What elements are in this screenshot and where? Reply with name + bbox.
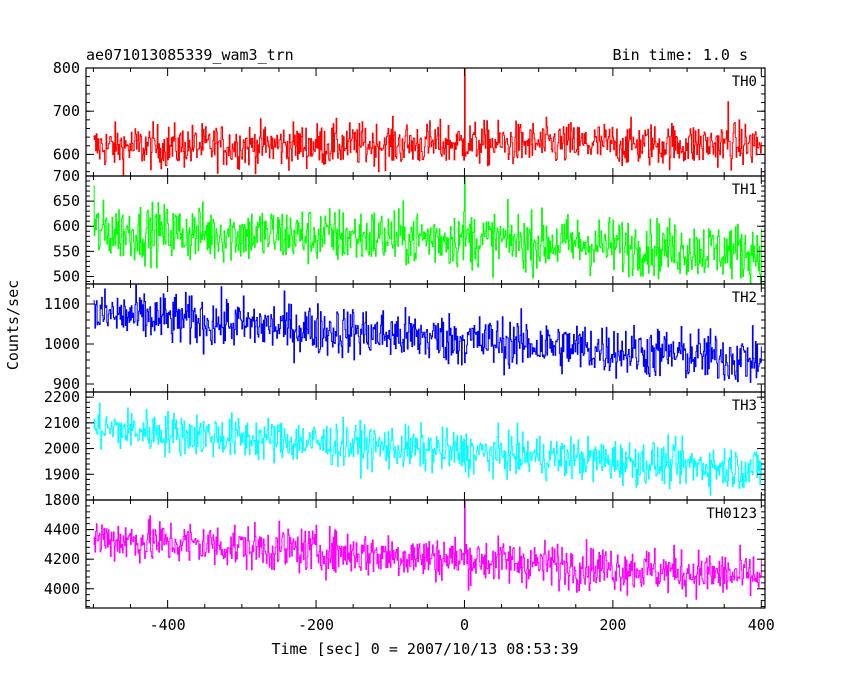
panel-frame [85, 175, 766, 285]
bin-time-label: Bin time: 1.0 s [613, 46, 748, 64]
series-line-th1 [93, 175, 762, 285]
y-tick-label: 900 [53, 375, 80, 393]
panels-group: 600 700 800 TH0 500 550 600 650 700 TH1 900 1000 110… [44, 59, 775, 634]
y-tick-label: 4400 [44, 521, 80, 539]
y-tick-label: 700 [53, 102, 80, 120]
y-tick-label: 600 [53, 217, 80, 235]
y-tick-label: 2200 [44, 388, 80, 406]
x-tick-label: -200 [298, 616, 334, 634]
panel-th0: 600 700 800 TH0 [53, 59, 766, 177]
panel-th0123: 4000 4200 4400 TH0123 [44, 499, 766, 609]
x-tick-label: 400 [748, 616, 775, 634]
series-line-th2 [93, 284, 762, 383]
series-line-th0123 [93, 501, 762, 600]
y-tick-label: 600 [53, 145, 80, 163]
panel-th3: 1800 1900 2000 2100 2200 TH3 [44, 388, 766, 509]
y-tick-label: 700 [53, 167, 80, 185]
panel-frame [85, 499, 766, 609]
y-tick-label: 550 [53, 242, 80, 260]
y-tick-label: 650 [53, 192, 80, 210]
panel-label-th3: TH3 [732, 398, 757, 414]
y-tick-label: 4200 [44, 550, 80, 568]
series-line-th3 [93, 402, 762, 496]
x-tick-label: -400 [150, 616, 186, 634]
x-axis-title: Time [sec] 0 = 2007/10/13 08:53:39 [271, 640, 578, 658]
y-tick-label: 1800 [44, 491, 80, 509]
y-tick-label: 800 [53, 59, 80, 77]
y-tick-label: 4000 [44, 580, 80, 598]
y-tick-label: 2100 [44, 414, 80, 432]
y-tick-label: 1900 [44, 465, 80, 483]
panel-label-th0123: TH0123 [706, 506, 757, 522]
y-tick-label: 500 [53, 267, 80, 285]
series-line-th0 [93, 67, 762, 176]
y-axis-title: Counts/sec [4, 280, 22, 370]
panel-label-th1: TH1 [732, 182, 757, 198]
panel-th1: 500 550 600 650 700 TH1 [53, 167, 766, 285]
y-tick-label: 2000 [44, 440, 80, 458]
panel-label-th2: TH2 [732, 290, 757, 306]
panel-label-th0: TH0 [732, 74, 757, 90]
y-tick-label: 1100 [44, 295, 80, 313]
chart-title: ae071013085339_wam3_trn [86, 46, 294, 64]
x-tick-label: 0 [460, 616, 469, 634]
x-tick-label: 200 [599, 616, 626, 634]
y-tick-label: 1000 [44, 335, 80, 353]
panel-th2: 900 1000 1100 TH2 [44, 283, 766, 393]
